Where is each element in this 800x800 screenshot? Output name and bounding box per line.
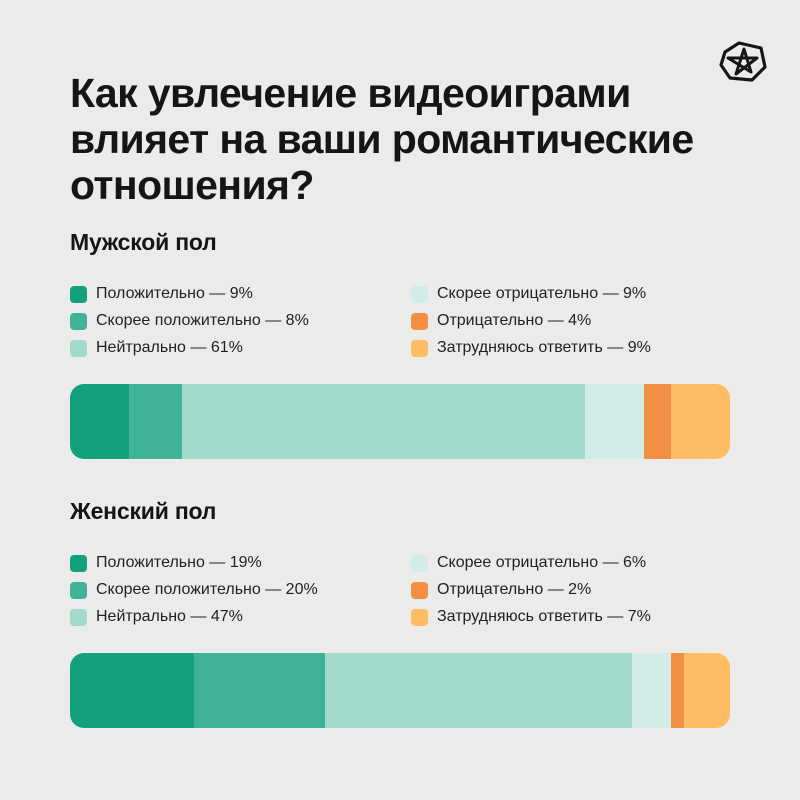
female-section: Женский пол Положительно — 19% Скорее по… (70, 497, 730, 728)
female-legend-item-neutral: Нейтрально — 47% (70, 607, 243, 627)
male-segment-positive (70, 384, 130, 459)
female-segment-rather-positive (194, 653, 325, 728)
female-legend: Положительно — 19% Скорее положительно —… (70, 550, 730, 630)
male-legend: Положительно — 9% Скорее положительно — … (70, 281, 730, 361)
male-legend-label-neutral: Нейтрально — 61% (96, 339, 243, 356)
male-legend-item-positive: Положительно — 9% (70, 284, 253, 304)
male-legend-swatch-rather-negative (411, 285, 428, 303)
male-legend-label-hard-to-say: Затрудняюсь ответить — 9% (437, 339, 651, 356)
female-legend-label-hard-to-say: Затрудняюсь ответить — 7% (437, 608, 651, 625)
male-segment-rather-negative (584, 384, 645, 459)
male-segment-neutral (182, 384, 585, 459)
male-legend-item-negative: Отрицательно — 4% (411, 311, 591, 331)
female-legend-swatch-positive (70, 554, 87, 572)
star-logo-icon (719, 41, 767, 82)
male-legend-item-rather-negative: Скорее отрицательно — 9% (411, 284, 646, 304)
female-legend-item-positive: Положительно — 19% (70, 553, 262, 573)
female-segment-negative (671, 653, 685, 728)
page-title: Как увлечение видеоиграми влияет на ваши… (70, 70, 694, 208)
female-segment-hard-to-say (684, 653, 730, 728)
female-legend-label-positive: Положительно — 19% (96, 554, 262, 571)
female-legend-item-hard-to-say: Затрудняюсь ответить — 7% (411, 607, 651, 627)
female-legend-swatch-hard-to-say (411, 608, 428, 626)
male-stacked-bar (70, 384, 730, 459)
female-legend-label-rather-positive: Скорее положительно — 20% (96, 581, 318, 598)
male-legend-swatch-negative (411, 312, 428, 330)
female-legend-item-negative: Отрицательно — 2% (411, 580, 591, 600)
female-legend-swatch-negative (411, 581, 428, 599)
female-segment-rather-negative (631, 653, 672, 728)
male-segment-negative (644, 384, 671, 459)
female-legend-swatch-rather-negative (411, 554, 428, 572)
male-segment-rather-positive (129, 384, 183, 459)
male-legend-item-neutral: Нейтрально — 61% (70, 338, 243, 358)
male-legend-label-positive: Положительно — 9% (96, 285, 253, 302)
female-stacked-bar (70, 653, 730, 728)
female-legend-label-neutral: Нейтрально — 47% (96, 608, 243, 625)
female-legend-item-rather-negative: Скорее отрицательно — 6% (411, 553, 646, 573)
male-legend-swatch-rather-positive (70, 312, 87, 330)
male-legend-swatch-positive (70, 285, 87, 303)
female-legend-item-rather-positive: Скорее положительно — 20% (70, 580, 318, 600)
male-legend-item-rather-positive: Скорее положительно — 8% (70, 311, 309, 331)
male-legend-swatch-hard-to-say (411, 339, 428, 357)
female-legend-label-negative: Отрицательно — 2% (437, 581, 592, 598)
male-section-title: Мужской пол (70, 229, 217, 255)
female-segment-positive (70, 653, 195, 728)
male-legend-swatch-neutral (70, 339, 87, 357)
male-segment-hard-to-say (670, 384, 730, 459)
male-section: Мужской пол Положительно — 9% Скорее пол… (70, 228, 730, 459)
female-legend-swatch-rather-positive (70, 581, 87, 599)
male-legend-label-negative: Отрицательно — 4% (437, 312, 592, 329)
female-legend-label-rather-negative: Скорее отрицательно — 6% (437, 554, 647, 571)
male-legend-label-rather-positive: Скорее положительно — 8% (96, 312, 309, 329)
female-section-title: Женский пол (70, 498, 217, 524)
female-legend-swatch-neutral (70, 608, 87, 626)
male-legend-label-rather-negative: Скорее отрицательно — 9% (437, 285, 647, 302)
male-legend-item-hard-to-say: Затрудняюсь ответить — 9% (411, 338, 651, 358)
female-segment-neutral (324, 653, 632, 728)
